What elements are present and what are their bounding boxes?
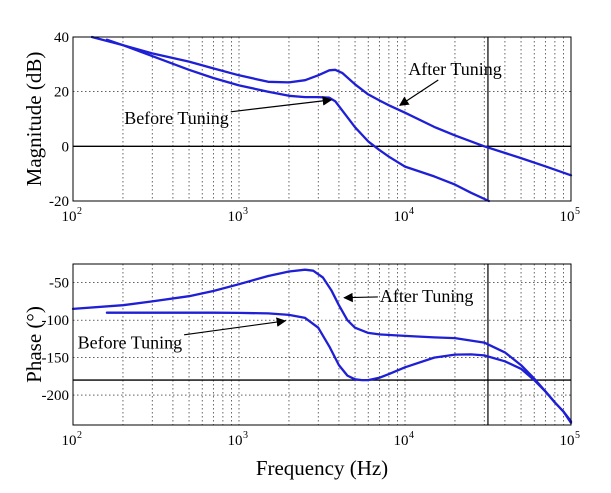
magnitude-curve-1 <box>90 35 573 177</box>
magnitude-x-tick-exponent: 5 <box>575 206 580 217</box>
phase-annotations: After Tuning Before Tuning <box>78 286 474 352</box>
magnitude-plot-frame <box>72 36 572 202</box>
phase-y-tick-label: -100 <box>42 313 70 329</box>
phase-x-tick-label: 10 <box>228 433 243 449</box>
phase-x-tick-exponent: 4 <box>409 430 414 441</box>
phase-gridlines <box>72 264 571 425</box>
magnitude-annotations: After Tuning Before Tuning <box>124 59 502 128</box>
magnitude-annotation-arrow <box>398 79 439 106</box>
magnitude-y-tick-label: -20 <box>49 194 69 210</box>
phase-x-tick-exponent: 2 <box>77 430 82 441</box>
phase-x-tick-label: 10 <box>394 433 409 449</box>
phase-y-tick-label: -150 <box>42 351 70 367</box>
magnitude-x-tick-exponent: 4 <box>409 206 414 217</box>
phase-curve-2 <box>105 311 573 424</box>
magnitude-annotation-label: After Tuning <box>408 59 502 79</box>
phase-annotation-arrow <box>184 317 287 336</box>
magnitude-y-tick-label: 20 <box>54 85 69 101</box>
phase-annotation-label: After Tuning <box>380 286 474 306</box>
phase-x-tick-exponent: 5 <box>575 430 580 441</box>
magnitude-y-axis-title: Magnitude (dB) <box>22 52 46 187</box>
phase-y-axis-title: Phase (°) <box>22 306 46 383</box>
phase-x-tick-label: 10 <box>560 433 575 449</box>
phase-plot-frame <box>72 263 572 426</box>
phase-y-tick-label: -50 <box>49 276 69 292</box>
magnitude-x-tick-label: 10 <box>560 209 575 225</box>
frequency-x-axis-title: Frequency (Hz) <box>256 456 388 480</box>
magnitude-y-tick-label: 0 <box>62 139 70 155</box>
phase-x-tick-label: 10 <box>62 433 77 449</box>
magnitude-y-tick-label: 40 <box>54 30 69 46</box>
magnitude-annotation-arrow <box>230 96 333 113</box>
phase-annotation-label: Before Tuning <box>78 332 183 352</box>
magnitude-x-tick-label: 10 <box>394 209 409 225</box>
phase-annotation-arrow <box>343 292 378 303</box>
magnitude-annotation-label: Before Tuning <box>124 108 229 128</box>
magnitude-x-tick-label: 10 <box>228 209 243 225</box>
magnitude-x-tick-label: 10 <box>62 209 77 225</box>
phase-y-tick-label: -200 <box>42 388 70 404</box>
phase-curve-1 <box>71 268 573 423</box>
magnitude-x-tick-exponent: 3 <box>243 206 248 217</box>
magnitude-x-tick-exponent: 2 <box>77 206 82 217</box>
phase-series <box>71 268 573 424</box>
phase-x-tick-exponent: 3 <box>243 430 248 441</box>
